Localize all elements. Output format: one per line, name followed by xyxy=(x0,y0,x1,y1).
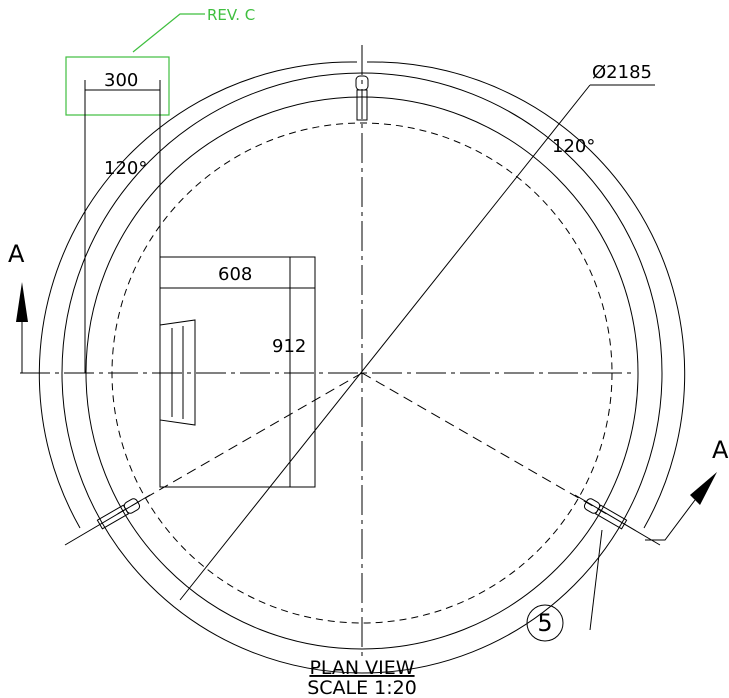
drawing: Ø2185 120° 120° 608 912 REV. C 300 A A 5… xyxy=(0,0,729,698)
section-line xyxy=(645,500,695,540)
diameter-leader xyxy=(180,85,590,600)
center-line xyxy=(114,373,362,516)
height-label: 912 xyxy=(272,336,306,357)
section-label: A xyxy=(712,436,729,464)
angle-arc xyxy=(367,62,685,528)
angle-label: 120° xyxy=(104,158,147,179)
view-title: PLAN VIEW xyxy=(309,657,414,679)
revision-label: REV. C xyxy=(207,6,255,24)
view-scale: SCALE 1:20 xyxy=(307,677,417,698)
leader xyxy=(590,530,602,630)
angle-arc xyxy=(39,62,357,528)
angle-label: 120° xyxy=(552,136,595,157)
center-line xyxy=(362,373,610,516)
section-label: A xyxy=(8,240,25,268)
extension-line xyxy=(575,495,660,545)
section-arrow xyxy=(690,472,717,505)
item-number: 5 xyxy=(537,609,552,637)
width-label: 608 xyxy=(218,264,252,285)
diameter-label: Ø2185 xyxy=(592,62,652,83)
revision-leader xyxy=(133,14,205,52)
extension-line xyxy=(65,495,150,545)
offset-label: 300 xyxy=(104,70,138,91)
section-arrow xyxy=(16,282,28,322)
